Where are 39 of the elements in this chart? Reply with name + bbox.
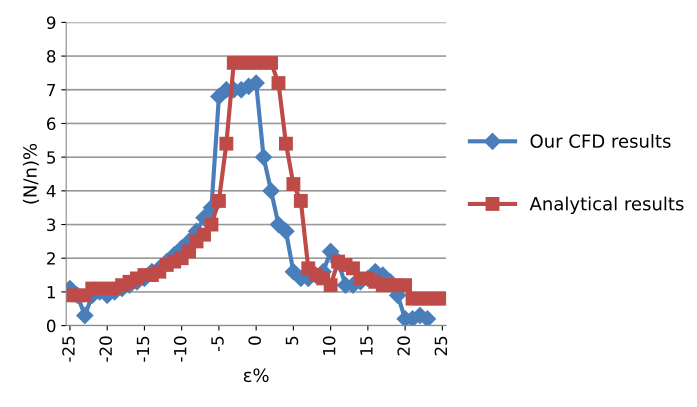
- y-tick-label: 9: [46, 16, 56, 29]
- point: [204, 218, 218, 232]
- point: [272, 76, 286, 90]
- y-tick-label: 7: [47, 84, 56, 96]
- point: [286, 177, 300, 192]
- point: [277, 222, 294, 240]
- y-tick-label: 0: [46, 320, 56, 332]
- x-tick-label: 20: [397, 336, 410, 356]
- x-tick-label: -15: [136, 336, 150, 362]
- x-tick-label: -25: [62, 336, 75, 362]
- x-tick-label: -10: [174, 336, 186, 362]
- y-tick-label: 8: [47, 50, 56, 63]
- point: [398, 278, 412, 292]
- point: [322, 242, 340, 260]
- point: [294, 194, 308, 208]
- x-tick-label: 0: [248, 336, 261, 345]
- x-tick-label: 10: [322, 336, 336, 355]
- y-tick-label: 5: [47, 151, 56, 164]
- legend-label: Our CFD results: [530, 134, 671, 148]
- y-axis-title: (N/n)%: [22, 144, 39, 204]
- point: [324, 278, 338, 292]
- y-tick-label: 4: [46, 185, 56, 198]
- y-tick-label: 6: [47, 117, 56, 130]
- x-tick-label: 25: [434, 336, 448, 356]
- x-tick-label: 15: [360, 336, 373, 355]
- x-tick-label: 5: [286, 336, 298, 345]
- point: [262, 182, 280, 200]
- x-tick-label: -5: [211, 336, 224, 352]
- point: [219, 136, 234, 151]
- y-tick-label: 3: [47, 218, 56, 232]
- point: [264, 56, 278, 70]
- point: [278, 136, 293, 151]
- point: [255, 148, 272, 166]
- y-tick-label: 2: [47, 252, 55, 265]
- y-tick-label: 1: [48, 286, 55, 298]
- x-tick-label: -20: [99, 336, 112, 362]
- legend-label: Analytical results: [530, 196, 684, 214]
- point: [76, 306, 94, 324]
- x-axis-title: ε%: [244, 368, 269, 382]
